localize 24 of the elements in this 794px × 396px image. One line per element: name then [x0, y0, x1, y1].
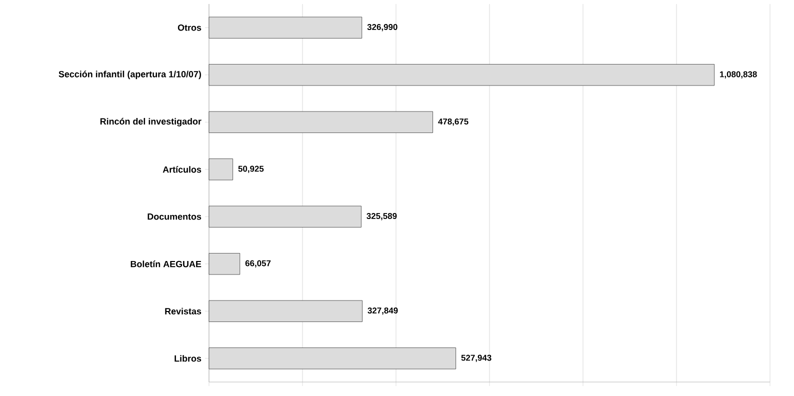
bar	[208, 111, 433, 133]
y-tick-label: Otros	[178, 24, 202, 31]
bar	[208, 16, 362, 38]
y-tick-label: Sección infantil (apertura 1/10/07)	[58, 70, 202, 80]
data-label: 527,943	[461, 354, 492, 362]
y-tick-label: Artículos	[162, 166, 202, 173]
bar	[208, 253, 240, 275]
data-label: 66,057	[245, 260, 271, 268]
bar	[208, 348, 456, 370]
bar	[208, 158, 234, 180]
data-label: 327,849	[368, 308, 398, 315]
y-tick-label: Libros	[174, 355, 202, 362]
data-label: 1,080,838	[720, 71, 757, 78]
y-tick-label: Boletín AEGUAE	[130, 260, 202, 268]
bar	[208, 300, 362, 322]
data-label: 478,675	[438, 118, 468, 126]
y-tick-label: Documentos	[148, 214, 202, 220]
data-label: 50,925	[238, 166, 264, 173]
y-tick-label: Rincón del investigador	[100, 118, 202, 126]
y-tick-label: Revistas	[165, 308, 202, 314]
bar	[208, 206, 362, 228]
bar	[208, 64, 714, 86]
data-label: 326,990	[367, 24, 398, 32]
data-label: 325,589	[366, 213, 397, 220]
